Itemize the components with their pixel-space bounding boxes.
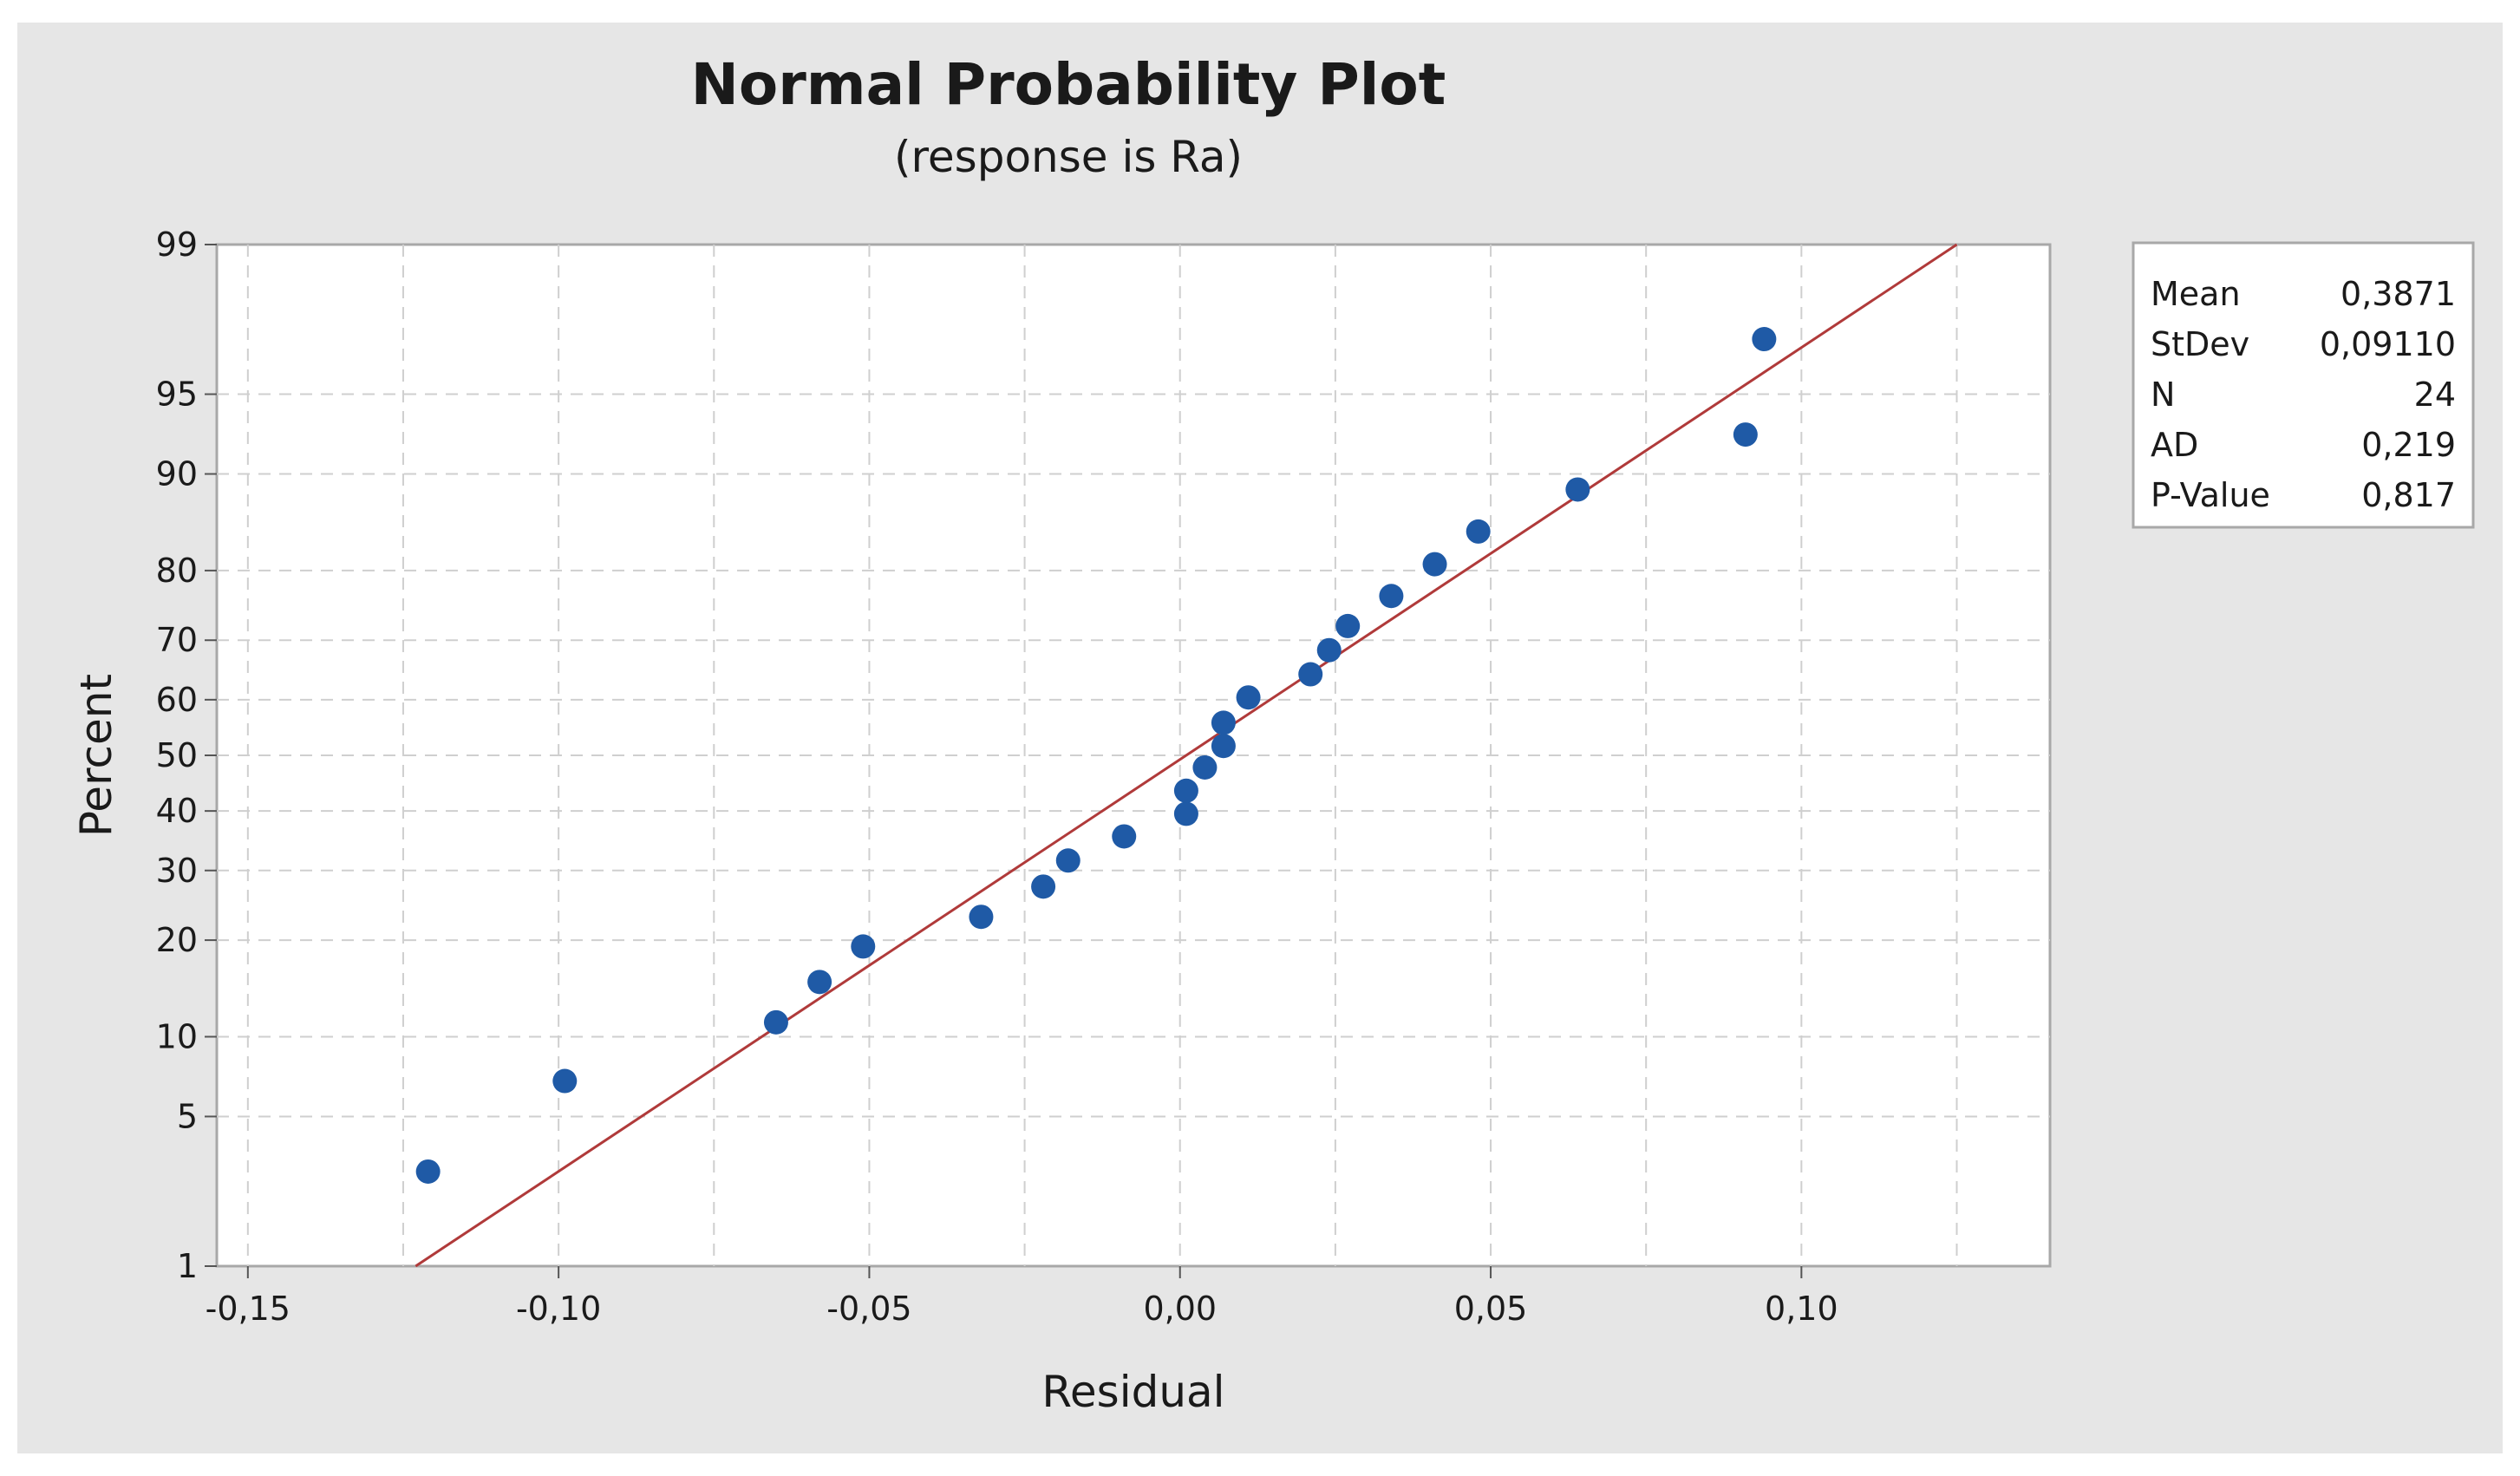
stat-value: 24 [2414, 376, 2456, 414]
y-tick-label: 70 [156, 621, 198, 659]
y-tick-label: 40 [156, 792, 198, 830]
x-tick-label: 0,05 [1454, 1290, 1528, 1328]
chart-frame: Normal Probability Plot (response is Ra)… [17, 23, 2503, 1453]
y-tick-label: 1 [177, 1247, 198, 1285]
data-point [1192, 754, 1218, 780]
data-point [1055, 848, 1080, 873]
data-point [1298, 662, 1323, 687]
stat-label: N [2151, 376, 2175, 414]
x-tick-label: 0,00 [1143, 1290, 1217, 1328]
data-point [1031, 874, 1056, 899]
data-point [1211, 710, 1236, 735]
y-tick-label: 80 [156, 552, 198, 590]
data-point [1422, 552, 1447, 577]
x-tick-label: 0,10 [1765, 1290, 1838, 1328]
stat-value: 0,219 [2361, 426, 2456, 464]
stats-box: Mean 0,3871 StDev 0,09110 N 24 AD 0,219 P-Value 0… [2132, 241, 2475, 529]
y-axis-ticks: 1 5 10 20 30 40 50 60 70 80 90 95 99 [156, 225, 217, 1285]
data-point [552, 1068, 578, 1094]
data-point [851, 934, 876, 959]
data-point [763, 1009, 788, 1035]
stat-value: 0,3871 [2340, 275, 2456, 313]
data-point [1379, 584, 1404, 609]
y-tick-label: 20 [156, 921, 198, 959]
data-point [1173, 778, 1198, 803]
x-axis-label: Residual [1041, 1367, 1224, 1417]
data-point [1173, 801, 1198, 826]
data-point [415, 1159, 441, 1184]
y-axis-label: Percent [71, 674, 121, 837]
data-point [1466, 519, 1491, 544]
x-axis-ticks: -0,15 -0,10 -0,05 0,00 0,05 0,10 [206, 1266, 1838, 1328]
data-point [1733, 422, 1758, 447]
y-tick-label: 50 [156, 736, 198, 774]
data-point [1316, 637, 1342, 663]
data-point [807, 970, 832, 995]
chart-title: Normal Probability Plot [691, 51, 1446, 118]
data-point [969, 905, 994, 930]
data-point [1752, 327, 1777, 352]
y-tick-label: 5 [177, 1097, 198, 1135]
stat-label: Mean [2151, 275, 2241, 313]
stat-value: 0,817 [2361, 476, 2456, 514]
chart-subtitle: (response is Ra) [894, 132, 1243, 182]
data-point [1211, 734, 1236, 759]
y-tick-label: 10 [156, 1017, 198, 1055]
data-point [1112, 824, 1137, 849]
y-tick-label: 90 [156, 455, 198, 493]
x-tick-label: -0,05 [826, 1290, 911, 1328]
stat-value: 0,09110 [2320, 325, 2456, 363]
data-points [415, 327, 1777, 1184]
fit-line [415, 243, 1958, 1268]
data-point [1565, 477, 1590, 502]
y-tick-label: 95 [156, 376, 198, 414]
x-tick-label: -0,10 [516, 1290, 601, 1328]
stat-label: StDev [2151, 325, 2249, 363]
y-tick-label: 30 [156, 852, 198, 890]
data-point [1335, 613, 1361, 638]
x-tick-label: -0,15 [206, 1290, 291, 1328]
y-tick-label: 99 [156, 225, 198, 264]
stat-label: P-Value [2151, 476, 2270, 514]
grid-lines [217, 245, 2050, 1266]
y-tick-label: 60 [156, 681, 198, 719]
stat-label: AD [2151, 426, 2198, 464]
probability-plot: Normal Probability Plot (response is Ra)… [71, 51, 2475, 1417]
data-point [1236, 685, 1261, 710]
